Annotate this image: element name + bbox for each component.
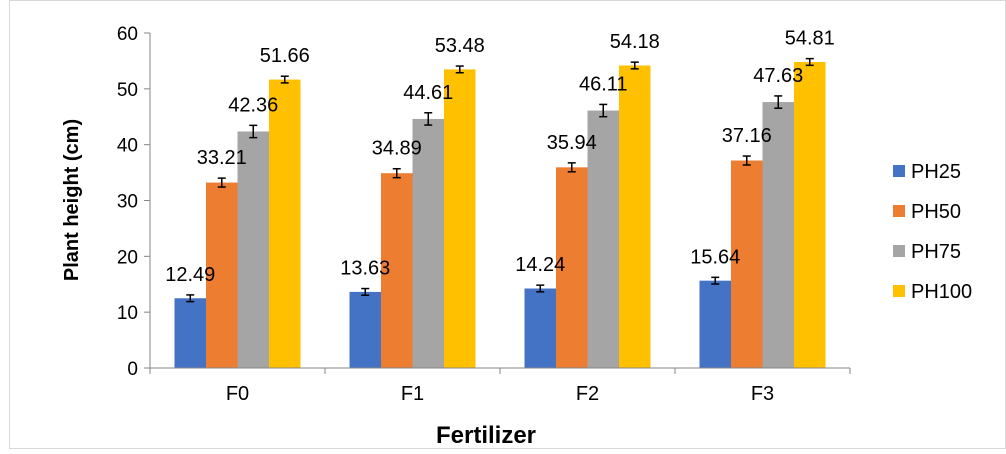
y-tick-label: 60 <box>117 24 138 45</box>
data-label: 47.63 <box>753 65 803 87</box>
data-label: 15.64 <box>690 246 740 268</box>
legend-label: PH75 <box>911 241 961 263</box>
x-tick-label: F2 <box>576 383 599 405</box>
bar <box>174 298 206 368</box>
legend-label: PH100 <box>911 281 972 303</box>
y-tick-label: 0 <box>127 359 138 380</box>
x-tick-label: F1 <box>401 383 424 405</box>
bar <box>237 131 269 368</box>
data-label: 54.81 <box>785 28 835 50</box>
data-label: 37.16 <box>722 125 772 147</box>
bar <box>412 118 444 369</box>
y-tick-label: 10 <box>117 303 138 324</box>
bars <box>174 61 826 369</box>
legend-swatch <box>893 245 905 257</box>
data-label: 46.11 <box>579 73 628 95</box>
legend-swatch <box>893 285 905 297</box>
data-label: 44.61 <box>403 82 453 104</box>
bar <box>349 291 381 368</box>
x-tick-label: F0 <box>226 383 249 405</box>
bar <box>699 280 731 368</box>
bar <box>206 182 238 368</box>
y-tick-label: 30 <box>117 192 138 213</box>
bar <box>762 102 794 369</box>
y-axis-title: Plant height (cm) <box>61 119 83 281</box>
bar <box>444 69 476 369</box>
legend-swatch <box>893 205 905 217</box>
error-bars <box>186 57 814 303</box>
legend: PH25 PH50 PH75 PH100 <box>893 161 972 303</box>
data-label: 35.94 <box>547 132 597 154</box>
bar <box>731 160 763 368</box>
bar <box>524 288 556 368</box>
x-tick-label: F3 <box>751 383 774 405</box>
legend-label: PH25 <box>911 161 961 183</box>
data-label: 34.89 <box>372 138 422 160</box>
legend-label: PH50 <box>911 201 961 223</box>
data-label: 42.36 <box>228 94 278 116</box>
data-label: 33.21 <box>197 147 247 169</box>
bar <box>556 167 588 368</box>
x-axis-ticks: F0 F1 F2 F3 <box>149 368 851 405</box>
bar <box>619 65 651 369</box>
data-label: 54.18 <box>610 31 660 53</box>
y-tick-label: 50 <box>117 80 138 101</box>
data-label: 13.63 <box>340 258 390 280</box>
y-tick-label: 40 <box>117 136 138 157</box>
chart-border <box>9 0 1006 449</box>
y-axis-ticks: 0 10 20 30 40 50 60 <box>117 24 150 380</box>
bar <box>269 79 301 368</box>
data-label: 51.66 <box>260 45 310 67</box>
bar <box>587 110 619 369</box>
data-label: 14.24 <box>515 254 565 276</box>
bar <box>381 173 413 368</box>
x-axis-title: Fertilizer <box>436 422 536 449</box>
legend-swatch <box>893 165 905 177</box>
data-labels: 12.49 33.21 42.36 51.66 13.63 34.89 44.61 53.48… <box>165 28 835 286</box>
bar <box>794 61 826 368</box>
y-tick-label: 20 <box>117 247 138 268</box>
data-label: 12.49 <box>165 264 215 286</box>
data-label: 53.48 <box>435 35 485 57</box>
